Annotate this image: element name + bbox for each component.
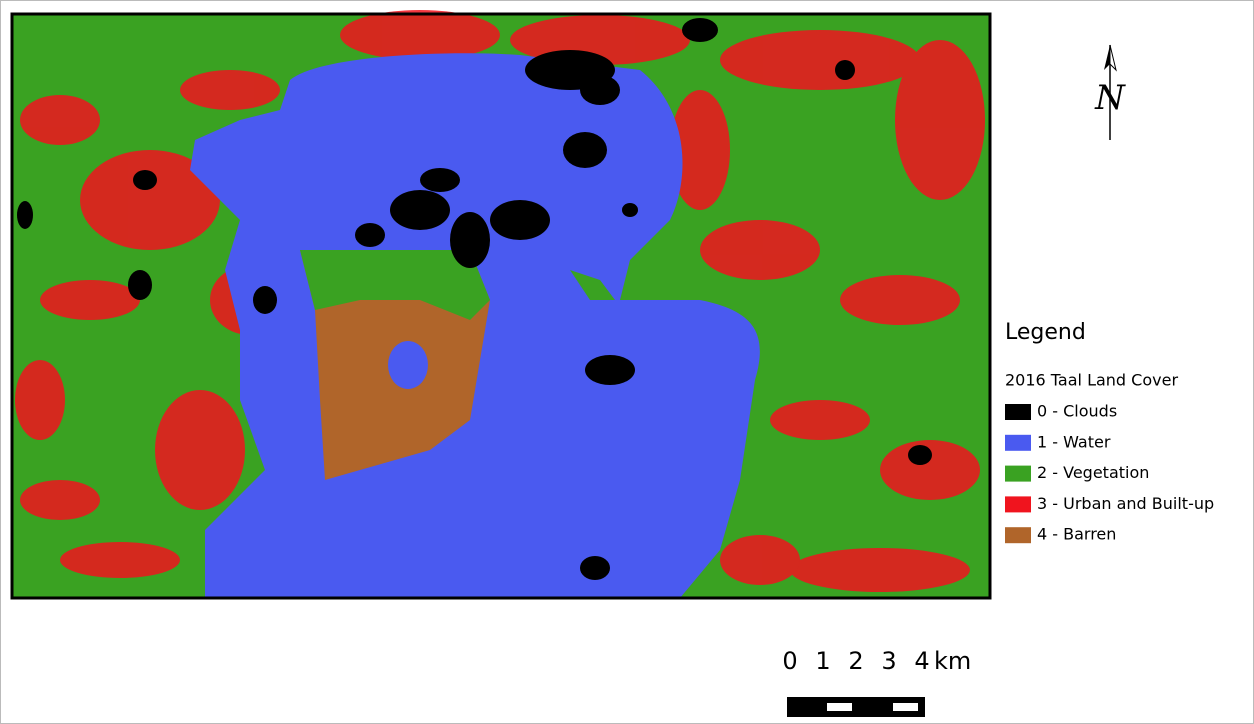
legend-label: 1 - Water	[1037, 432, 1111, 451]
legend-swatch	[1005, 466, 1031, 482]
legend-swatch	[1005, 404, 1031, 420]
north-label: N	[1094, 78, 1126, 118]
legend-swatch	[1005, 435, 1031, 451]
scale-bar-segment	[893, 703, 918, 711]
scale-label: 0	[782, 647, 797, 675]
legend-label: 0 - Clouds	[1037, 402, 1117, 421]
legend-label: 2 - Vegetation	[1037, 463, 1149, 482]
legend-title: Legend	[1005, 320, 1086, 345]
scale-label: 4	[914, 647, 929, 675]
legend-swatch	[1005, 527, 1031, 543]
legend-swatch	[1005, 496, 1031, 512]
map-image	[12, 10, 990, 598]
legend-label: 4 - Barren	[1037, 525, 1116, 544]
map-page: N Legend 2016 Taal Land Cover 0 - Clouds…	[0, 0, 1254, 724]
scale-bar-segment	[827, 703, 852, 711]
scale-label: 3	[881, 647, 896, 675]
scale-label: 1	[815, 647, 830, 675]
legend-label: 3 - Urban and Built-up	[1037, 494, 1214, 513]
scale-unit: km	[934, 647, 971, 675]
scale-label: 2	[848, 647, 863, 675]
legend-subtitle: 2016 Taal Land Cover	[1005, 371, 1178, 390]
